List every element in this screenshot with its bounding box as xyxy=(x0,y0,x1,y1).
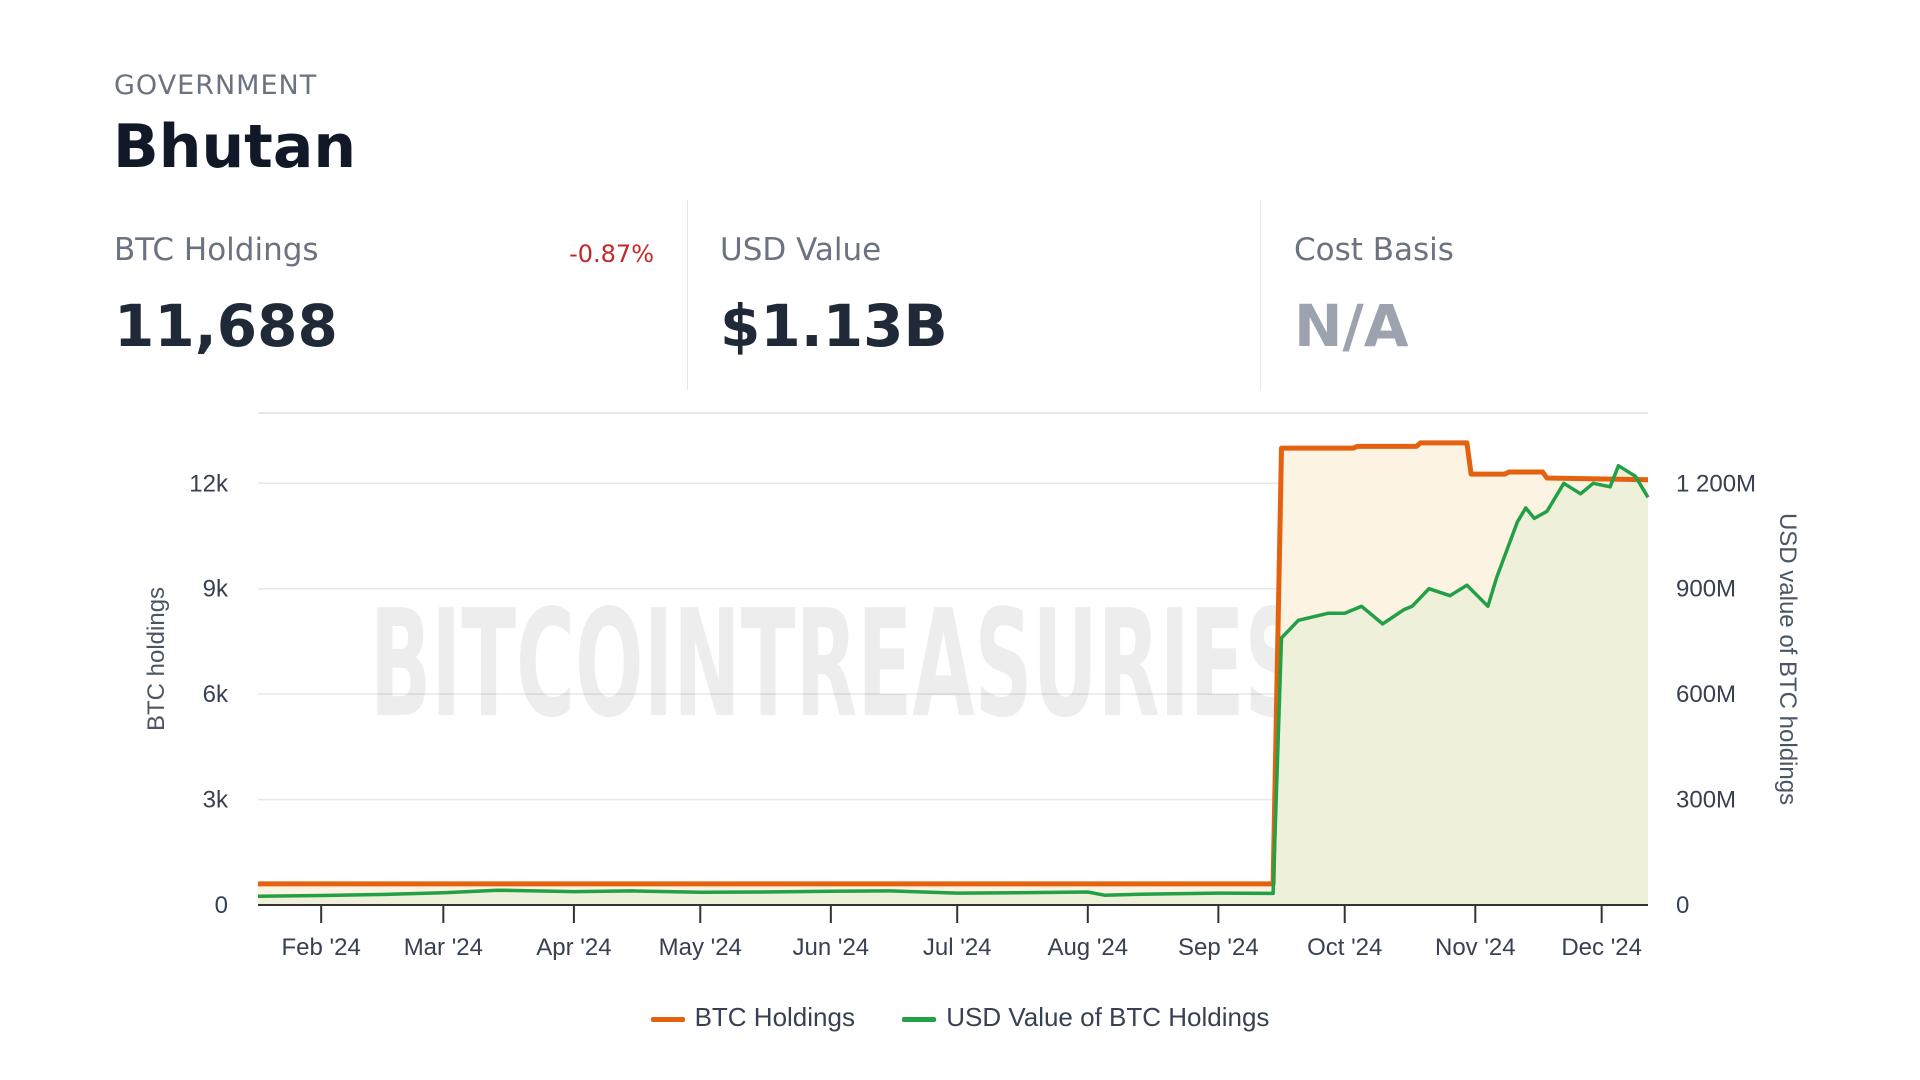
x-tick-label: Sep '24 xyxy=(1178,934,1259,961)
stat-change-badge: -0.87% xyxy=(569,240,654,268)
stat-value: N/A xyxy=(1294,292,1409,360)
y-right-tick-label: 900M xyxy=(1676,576,1736,603)
y-left-tick-label: 3k xyxy=(203,787,229,814)
x-tick-label: Apr '24 xyxy=(536,934,611,961)
y-left-tick-label: 0 xyxy=(215,892,228,919)
x-tick-label: Dec '24 xyxy=(1561,934,1642,961)
legend-item-usd-value[interactable]: USD Value of BTC Holdings xyxy=(902,1002,1269,1033)
legend-swatch-usd xyxy=(902,1016,937,1022)
entity-name: Bhutan xyxy=(113,112,357,182)
y-right-tick-label: 600M xyxy=(1676,681,1736,708)
x-tick-label: Jul '24 xyxy=(923,934,992,961)
stat-label: Cost Basis xyxy=(1294,232,1454,268)
stat-divider xyxy=(687,200,688,390)
btc-holdings-line xyxy=(258,440,1649,887)
chart-legend: BTC Holdings USD Value of BTC Holdings xyxy=(0,1002,1920,1033)
legend-item-btc-holdings[interactable]: BTC Holdings xyxy=(650,1002,855,1033)
x-tick-label: Mar '24 xyxy=(404,934,483,961)
stat-divider xyxy=(1260,200,1261,390)
legend-label: BTC Holdings xyxy=(694,1002,855,1032)
y-left-tick-label: 9k xyxy=(203,576,229,603)
x-tick-label: Oct '24 xyxy=(1307,934,1382,961)
stat-label: USD Value xyxy=(720,232,882,268)
stat-usd-value: USD Value $1.13B xyxy=(720,200,1240,390)
x-tick-label: Feb '24 xyxy=(282,934,361,961)
stat-value: 11,688 xyxy=(114,292,338,360)
y-left-tick-label: 6k xyxy=(203,681,229,708)
stat-value: $1.13B xyxy=(720,292,948,360)
y-right-tick-label: 1 200M xyxy=(1676,470,1756,497)
usd-value-area xyxy=(258,465,1648,905)
stats-row: BTC Holdings -0.87% 11,688 USD Value $1.… xyxy=(114,200,1714,390)
legend-swatch-btc xyxy=(650,1016,685,1022)
x-tick-label: Jun '24 xyxy=(793,934,870,961)
y-right-tick-label: 300M xyxy=(1676,787,1736,814)
legend-label: USD Value of BTC Holdings xyxy=(946,1002,1270,1032)
y-right-tick-label: 0 xyxy=(1676,892,1689,919)
x-tick-label: Aug '24 xyxy=(1047,934,1128,961)
usd-value-line xyxy=(257,463,1650,898)
y-right-axis-title: USD value of BTC holdings xyxy=(1774,513,1801,805)
y-left-axis-title: BTC holdings xyxy=(143,587,170,731)
stat-cost-basis: Cost Basis N/A xyxy=(1294,200,1714,390)
x-tick-label: May '24 xyxy=(659,934,742,961)
stat-btc-holdings: BTC Holdings -0.87% 11,688 xyxy=(114,200,654,390)
y-left-tick-label: 12k xyxy=(189,470,229,497)
stat-label: BTC Holdings xyxy=(114,232,319,268)
x-tick-label: Nov '24 xyxy=(1435,934,1516,961)
entity-category: GOVERNMENT xyxy=(114,70,318,101)
